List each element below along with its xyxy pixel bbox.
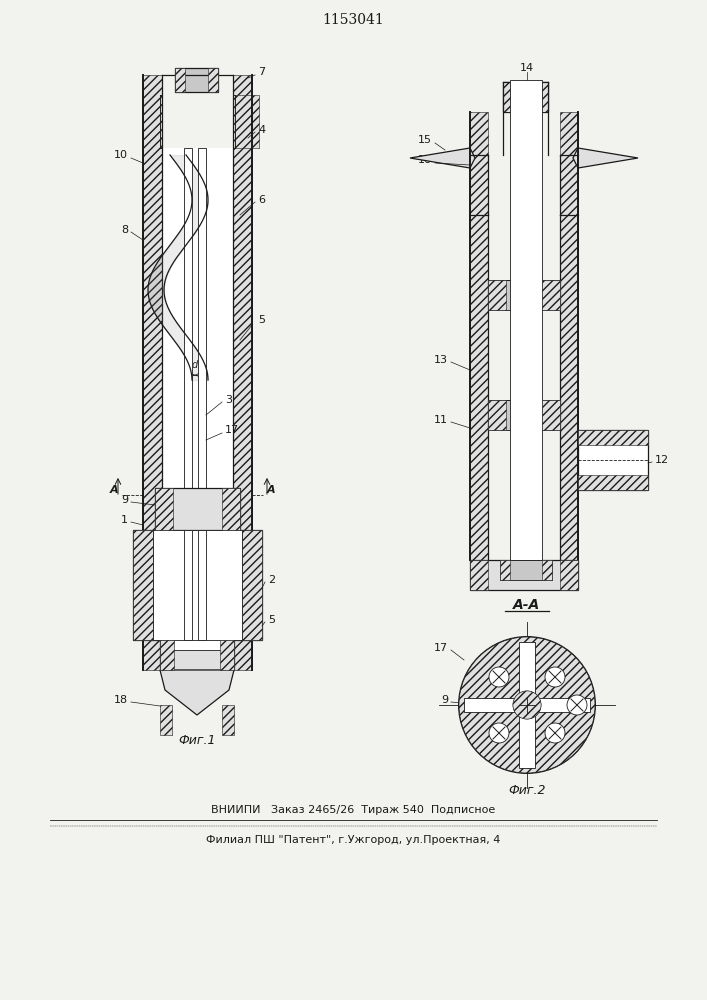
Bar xyxy=(560,112,578,215)
Bar xyxy=(175,68,218,92)
Bar xyxy=(160,705,172,735)
Circle shape xyxy=(459,637,595,773)
Circle shape xyxy=(459,637,595,773)
Bar xyxy=(578,475,648,490)
Bar xyxy=(175,68,185,92)
Bar xyxy=(500,560,552,580)
Text: 17: 17 xyxy=(225,425,239,435)
Bar xyxy=(470,560,578,590)
Polygon shape xyxy=(410,148,475,168)
Bar xyxy=(470,560,488,590)
Polygon shape xyxy=(160,670,234,715)
Text: Филиал ПШ "Патент", г.Ужгород, ул.Проектная, 4: Филиал ПШ "Патент", г.Ужгород, ул.Проект… xyxy=(206,835,500,845)
Bar xyxy=(198,530,206,640)
Text: 5: 5 xyxy=(258,315,265,325)
Text: 9: 9 xyxy=(441,695,448,705)
Bar xyxy=(220,640,234,670)
Bar xyxy=(488,400,560,430)
Text: d: d xyxy=(192,360,198,370)
Circle shape xyxy=(489,723,509,743)
Bar xyxy=(242,530,262,640)
Bar xyxy=(160,640,174,670)
Bar xyxy=(470,215,488,560)
Bar xyxy=(162,630,233,640)
Text: 11: 11 xyxy=(434,415,448,425)
Text: 12: 12 xyxy=(655,455,669,465)
Bar xyxy=(488,400,506,430)
Bar xyxy=(510,80,542,560)
Bar xyxy=(464,698,590,712)
Bar xyxy=(162,148,233,490)
Text: ВНИИПИ   Заказ 2465/26  Тираж 540  Подписное: ВНИИПИ Заказ 2465/26 Тираж 540 Подписное xyxy=(211,805,495,815)
Bar xyxy=(160,95,162,148)
Bar xyxy=(222,488,240,530)
Bar xyxy=(578,430,648,490)
Text: Фиг.1: Фиг.1 xyxy=(178,734,216,746)
Text: 13: 13 xyxy=(434,355,448,365)
Bar xyxy=(519,642,535,768)
Text: 3: 3 xyxy=(225,395,232,405)
Bar xyxy=(233,75,252,670)
Circle shape xyxy=(545,723,565,743)
Bar xyxy=(155,488,240,530)
Bar xyxy=(542,400,560,430)
Bar xyxy=(184,530,192,640)
Text: 4: 4 xyxy=(258,125,265,135)
Bar xyxy=(500,560,510,580)
Text: 8: 8 xyxy=(121,225,128,235)
Text: 1: 1 xyxy=(121,515,128,525)
Text: 10: 10 xyxy=(114,150,128,160)
Circle shape xyxy=(513,691,541,719)
Bar xyxy=(560,215,578,560)
Bar xyxy=(542,280,560,310)
Polygon shape xyxy=(420,150,470,166)
Bar xyxy=(542,560,552,580)
Bar xyxy=(222,705,234,735)
Bar xyxy=(208,68,218,92)
Bar xyxy=(133,530,262,640)
Text: А-А: А-А xyxy=(513,598,541,612)
Bar xyxy=(503,82,548,112)
Text: 14: 14 xyxy=(520,63,534,73)
Text: 7: 7 xyxy=(258,67,265,77)
Bar xyxy=(133,530,153,640)
Bar xyxy=(235,95,259,148)
Text: А: А xyxy=(110,485,118,495)
Circle shape xyxy=(489,667,509,687)
Text: 9: 9 xyxy=(121,495,128,505)
Text: 1153041: 1153041 xyxy=(322,13,384,27)
Bar xyxy=(488,280,560,310)
Bar xyxy=(198,148,206,490)
Text: 15: 15 xyxy=(418,135,432,145)
Bar xyxy=(488,280,506,310)
Bar xyxy=(153,530,242,640)
Bar xyxy=(143,75,162,670)
Circle shape xyxy=(513,691,541,719)
Bar xyxy=(503,82,548,112)
Polygon shape xyxy=(573,148,638,168)
Bar xyxy=(160,640,234,670)
Text: 5: 5 xyxy=(268,615,275,625)
Text: 16: 16 xyxy=(418,155,432,165)
Bar xyxy=(155,488,173,530)
Text: 2: 2 xyxy=(268,575,275,585)
Bar xyxy=(162,630,233,650)
Text: Фиг.2: Фиг.2 xyxy=(508,784,546,796)
Text: 17: 17 xyxy=(434,643,448,653)
Circle shape xyxy=(567,695,587,715)
Bar xyxy=(578,430,648,445)
Text: 6: 6 xyxy=(258,195,265,205)
Bar xyxy=(560,560,578,590)
Bar xyxy=(184,148,192,490)
Text: А: А xyxy=(267,485,276,495)
Text: 18: 18 xyxy=(114,695,128,705)
Circle shape xyxy=(545,667,565,687)
Bar xyxy=(470,112,488,215)
Polygon shape xyxy=(578,150,628,166)
